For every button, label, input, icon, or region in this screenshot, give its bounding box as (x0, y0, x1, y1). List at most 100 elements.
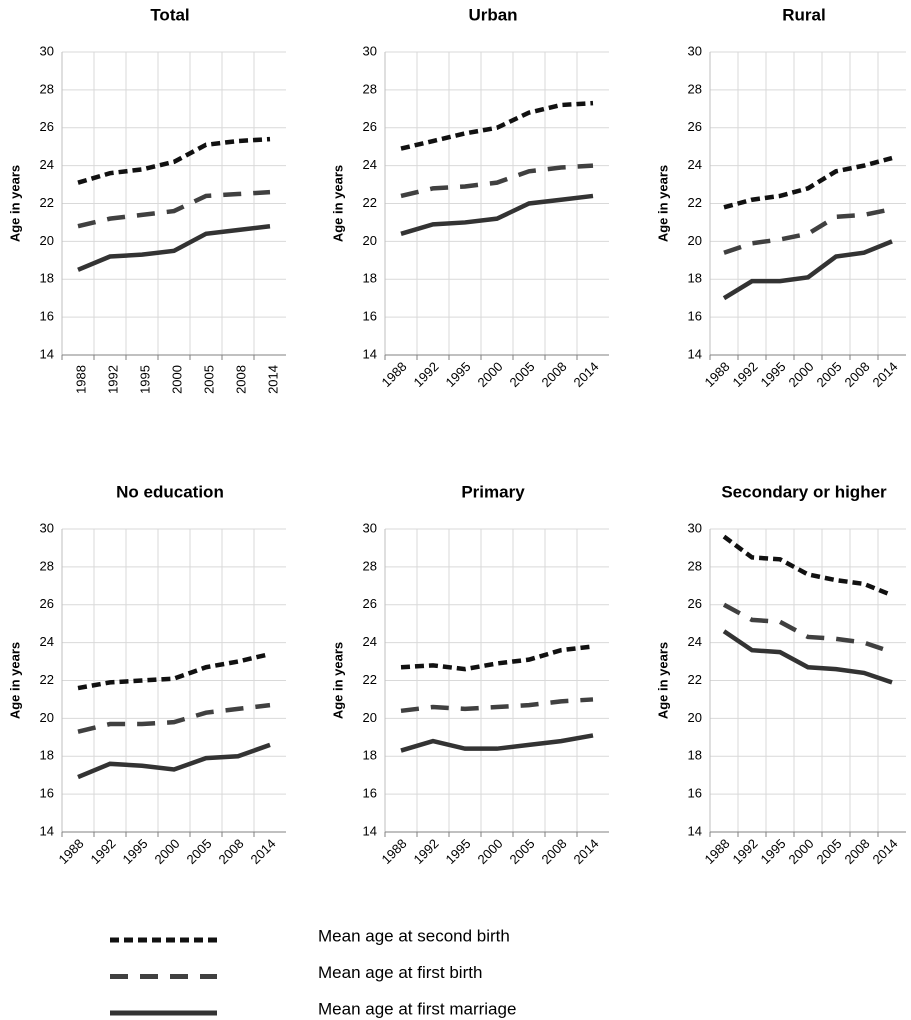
x-tick-label: 1988 (701, 359, 732, 390)
y-tick-label: 20 (688, 710, 702, 725)
y-tick-label: 30 (363, 43, 377, 58)
series-line (400, 644, 594, 672)
x-tick-label: 2008 (215, 836, 246, 867)
x-tick-label: 2000 (474, 359, 505, 390)
x-tick-label: 2005 (506, 359, 537, 390)
x-tick-label: 1988 (378, 836, 409, 867)
series-line (722, 602, 893, 655)
x-tick-label: 1992 (410, 836, 441, 867)
x-tick-label: 2005 (506, 836, 537, 867)
x-tick-label: 2000 (785, 359, 816, 390)
legend-label: Mean age at second birth (318, 926, 510, 945)
y-tick-label: 18 (688, 748, 702, 763)
x-tick-label: 1995 (137, 365, 152, 394)
x-tick-label: 2014 (247, 836, 278, 867)
y-tick-label: 22 (40, 672, 54, 687)
series-line (723, 206, 893, 255)
y-tick-label: 22 (363, 195, 377, 210)
panel-title: No education (116, 482, 224, 501)
panel-title: Secondary or higher (721, 482, 887, 501)
x-tick-label: 1995 (119, 836, 150, 867)
y-tick-label: 30 (363, 520, 377, 535)
y-tick-label: 16 (688, 786, 702, 801)
x-tick-label: 2008 (841, 359, 872, 390)
x-tick-label: 1988 (701, 836, 732, 867)
y-tick-label: 22 (688, 672, 702, 687)
x-tick-label: 1988 (73, 365, 88, 394)
series-line (400, 733, 594, 753)
panel-title: Total (150, 5, 189, 24)
x-tick-label: 2008 (538, 359, 569, 390)
x-tick-label: 1988 (55, 836, 86, 867)
y-tick-label: 14 (363, 823, 377, 838)
y-tick-label: 22 (40, 195, 54, 210)
x-tick-label: 2005 (813, 359, 844, 390)
y-axis-label: Age in years (330, 642, 345, 719)
y-tick-label: 18 (363, 748, 377, 763)
panel: Primary Age in years 14 16 18 20 22 24 26 28 30 198… (330, 482, 609, 867)
series-line (722, 534, 893, 598)
series-line (77, 136, 271, 185)
x-tick-label: 2000 (785, 836, 816, 867)
y-tick-label: 26 (688, 596, 702, 611)
series-line (77, 702, 271, 734)
series-line (400, 163, 594, 199)
x-tick-label: 2000 (474, 836, 505, 867)
x-tick-label: 2008 (841, 836, 872, 867)
x-tick-label: 1992 (87, 836, 118, 867)
panel: Total Age in years 14 16 18 20 22 24 26 28 30 1988 1… (7, 5, 286, 394)
legend-label: Mean age at first marriage (318, 999, 516, 1018)
y-tick-label: 28 (363, 81, 377, 96)
y-tick-label: 18 (40, 271, 54, 286)
x-tick-label: 1995 (442, 836, 473, 867)
x-tick-label: 2014 (869, 836, 900, 867)
x-tick-label: 2005 (183, 836, 214, 867)
y-tick-label: 20 (40, 710, 54, 725)
y-tick-label: 14 (363, 346, 377, 361)
x-tick-label: 2014 (265, 365, 280, 394)
y-tick-label: 14 (688, 346, 702, 361)
y-tick-label: 24 (688, 634, 702, 649)
y-tick-label: 20 (363, 710, 377, 725)
x-tick-label: 1992 (729, 359, 760, 390)
y-tick-label: 22 (688, 195, 702, 210)
y-tick-label: 14 (40, 823, 54, 838)
y-tick-label: 28 (688, 558, 702, 573)
y-tick-label: 16 (688, 309, 702, 324)
y-tick-label: 20 (40, 233, 54, 248)
series-line (400, 193, 594, 236)
y-axis-label: Age in years (655, 642, 670, 719)
y-tick-label: 16 (363, 786, 377, 801)
y-tick-label: 20 (363, 233, 377, 248)
x-tick-label: 1992 (105, 365, 120, 394)
y-tick-label: 20 (688, 233, 702, 248)
legend-label: Mean age at first birth (318, 963, 482, 982)
panel: Secondary or higher Age in years 14 16 18 20 2… (655, 482, 906, 867)
x-tick-label: 1995 (757, 359, 788, 390)
y-tick-label: 28 (40, 558, 54, 573)
x-tick-label: 2014 (570, 836, 601, 867)
y-tick-label: 18 (688, 271, 702, 286)
series-line (400, 697, 594, 714)
y-tick-label: 24 (40, 157, 54, 172)
y-tick-label: 16 (40, 786, 54, 801)
y-tick-label: 26 (363, 596, 377, 611)
panel-title: Rural (782, 5, 825, 24)
y-tick-label: 30 (40, 43, 54, 58)
series-line (77, 223, 271, 272)
y-tick-label: 30 (40, 520, 54, 535)
y-tick-label: 26 (40, 596, 54, 611)
y-tick-label: 28 (363, 558, 377, 573)
x-tick-label: 2008 (233, 365, 248, 394)
series-line (722, 239, 893, 301)
y-tick-label: 14 (40, 346, 54, 361)
x-tick-label: 1992 (729, 836, 760, 867)
series-line (77, 651, 271, 691)
series-line (77, 189, 271, 229)
x-tick-label: 2005 (201, 365, 216, 394)
y-tick-label: 24 (40, 634, 54, 649)
series-line (400, 100, 594, 151)
